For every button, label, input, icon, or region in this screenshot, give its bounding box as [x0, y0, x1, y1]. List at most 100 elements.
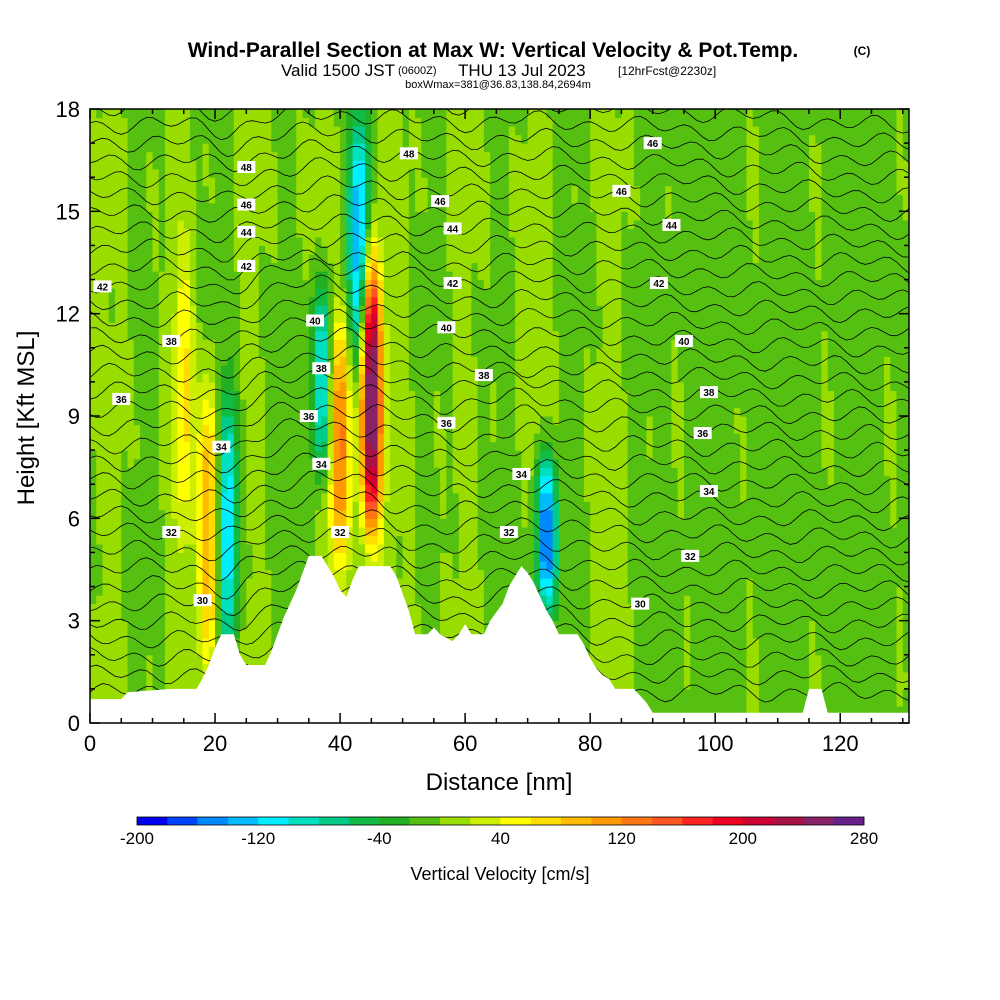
velocity-cell [121, 313, 129, 323]
velocity-cell [115, 271, 122, 281]
velocity-cell [440, 475, 447, 485]
velocity-cell [215, 526, 222, 536]
velocity-cell [333, 364, 341, 374]
velocity-cell [240, 654, 247, 664]
velocity-cell [458, 381, 466, 392]
velocity-cell [283, 441, 291, 451]
velocity-cell [102, 177, 110, 187]
velocity-cell [127, 543, 135, 554]
velocity-cell [290, 458, 297, 468]
velocity-cell [133, 398, 141, 409]
velocity-cell [471, 535, 479, 545]
velocity-cell [346, 450, 354, 460]
velocity-cell [408, 509, 416, 519]
velocity-cell [321, 526, 329, 536]
velocity-cell [221, 543, 229, 554]
velocity-cell [227, 126, 235, 136]
velocity-cell [233, 450, 241, 460]
velocity-cell [315, 245, 322, 255]
velocity-cell [383, 160, 391, 170]
velocity-cell [365, 347, 372, 357]
velocity-cell [158, 202, 166, 212]
velocity-cell [177, 424, 185, 434]
velocity-cell [365, 228, 372, 238]
velocity-cell [440, 279, 447, 289]
velocity-cell [383, 381, 391, 392]
velocity-cell [258, 211, 266, 221]
velocity-cell [102, 569, 110, 579]
velocity-cell [108, 151, 116, 161]
velocity-cell [346, 117, 354, 127]
velocity-cell [421, 288, 429, 298]
velocity-cell [390, 381, 397, 392]
velocity-cell [240, 381, 247, 392]
velocity-cell [302, 271, 310, 281]
velocity-cell [471, 177, 479, 187]
velocity-cell [415, 313, 422, 323]
velocity-cell [146, 330, 154, 340]
velocity-cell [102, 526, 110, 536]
velocity-cell [402, 578, 410, 588]
velocity-cell [415, 347, 422, 357]
velocity-cell [171, 543, 179, 554]
velocity-cell [271, 143, 279, 153]
velocity-cell [421, 398, 429, 409]
velocity-cell [96, 381, 104, 392]
velocity-cell [483, 586, 491, 596]
velocity-cell [240, 296, 247, 306]
velocity-cell [202, 288, 210, 298]
velocity-cell [165, 535, 172, 545]
velocity-cell [277, 202, 285, 212]
velocity-cell [258, 271, 266, 281]
velocity-cell [108, 219, 116, 229]
velocity-cell [152, 595, 160, 605]
velocity-cell [252, 578, 260, 588]
velocity-cell [158, 526, 166, 536]
velocity-cell [352, 373, 360, 383]
velocity-cell [146, 569, 154, 579]
velocity-cell [408, 356, 416, 366]
velocity-cell [315, 262, 322, 272]
velocity-cell [177, 398, 185, 409]
velocity-cell [477, 552, 485, 562]
velocity-cell [502, 458, 510, 468]
velocity-cell [208, 177, 216, 187]
velocity-cell [458, 296, 466, 306]
velocity-cell [315, 330, 322, 340]
velocity-cell [346, 305, 354, 315]
velocity-cell [233, 518, 241, 528]
velocity-cell [427, 134, 435, 144]
velocity-cell [296, 526, 304, 536]
velocity-cell [315, 305, 322, 315]
velocity-cell [346, 552, 354, 562]
velocity-cell [90, 211, 97, 221]
velocity-cell [258, 450, 266, 460]
velocity-cell [196, 211, 204, 221]
velocity-cell [371, 211, 379, 221]
velocity-cell [265, 185, 272, 195]
velocity-cell [446, 296, 454, 306]
velocity-cell [152, 467, 160, 477]
velocity-cell [146, 390, 154, 400]
velocity-cell [465, 381, 472, 392]
velocity-cell [415, 612, 422, 622]
velocity-cell [352, 228, 360, 238]
velocity-cell [252, 543, 260, 554]
velocity-cell [458, 407, 466, 417]
velocity-cell [377, 347, 385, 357]
velocity-cell [265, 228, 272, 238]
velocity-cell [427, 296, 435, 306]
velocity-cell [302, 143, 310, 153]
velocity-cell [402, 441, 410, 451]
velocity-cell [333, 484, 341, 494]
velocity-cell [333, 416, 341, 426]
velocity-cell [196, 134, 204, 144]
velocity-cell [415, 475, 422, 485]
velocity-cell [446, 134, 454, 144]
velocity-cell [258, 202, 266, 212]
velocity-cell [221, 373, 229, 383]
velocity-cell [483, 450, 491, 460]
chart-title: Wind-Parallel Section at Max W: Vertical… [188, 39, 799, 62]
velocity-cell [215, 288, 222, 298]
velocity-cell [177, 364, 185, 374]
